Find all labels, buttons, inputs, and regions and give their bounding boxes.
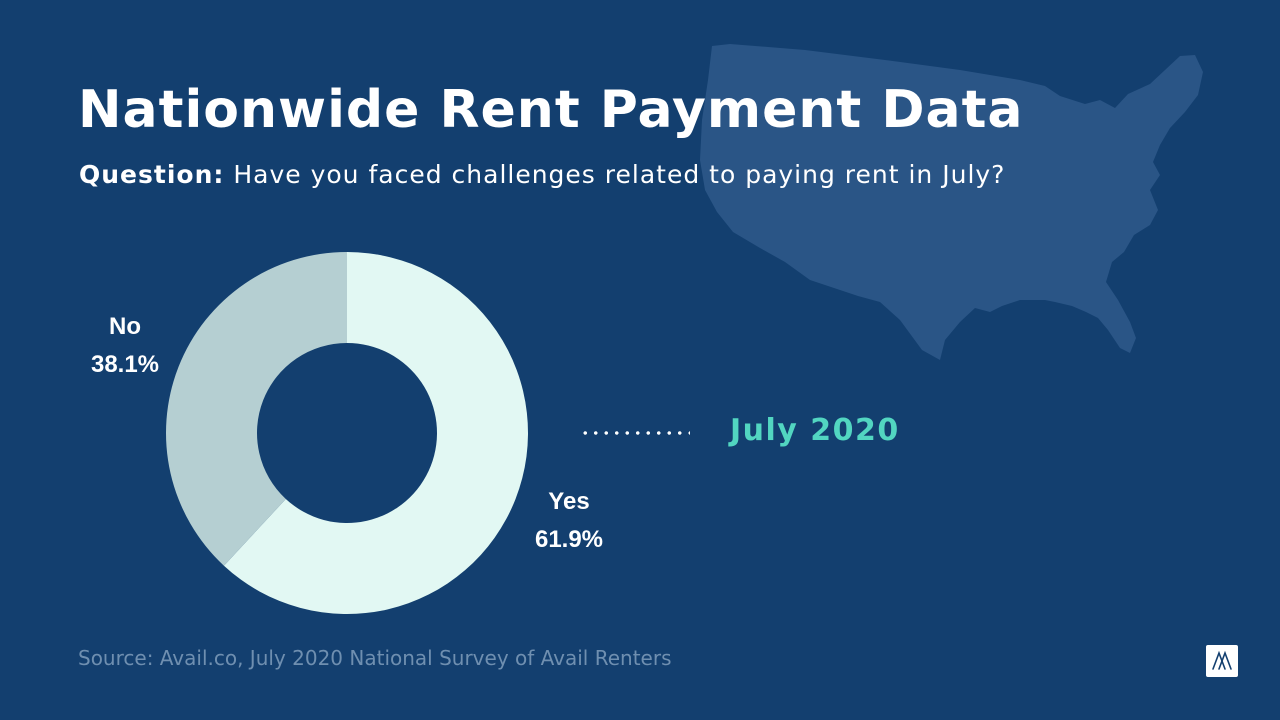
question-label: Question: <box>79 160 225 189</box>
period-label: July 2020 <box>730 413 900 448</box>
slice-label-yes: Yes 61.9% <box>514 483 624 559</box>
slice-name-yes: Yes <box>548 488 590 515</box>
slice-name-no: No <box>109 313 141 340</box>
avail-logo-icon <box>1206 645 1238 677</box>
usa-map-shape <box>700 44 1203 360</box>
donut-slice-yes <box>223 252 528 614</box>
survey-question: Question: Have you faced challenges rela… <box>79 160 1005 189</box>
dotted-leader-line <box>580 430 690 436</box>
donut-slice-no <box>165 252 347 566</box>
source-note: Source: Avail.co, July 2020 National Sur… <box>78 646 672 670</box>
slice-value-yes: 61.9% <box>534 526 604 553</box>
question-text: Have you faced challenges related to pay… <box>233 160 1006 189</box>
slice-label-no: No 38.1% <box>70 308 180 384</box>
slice-value-no: 38.1% <box>90 351 160 378</box>
page-title: Nationwide Rent Payment Data <box>78 80 1024 140</box>
